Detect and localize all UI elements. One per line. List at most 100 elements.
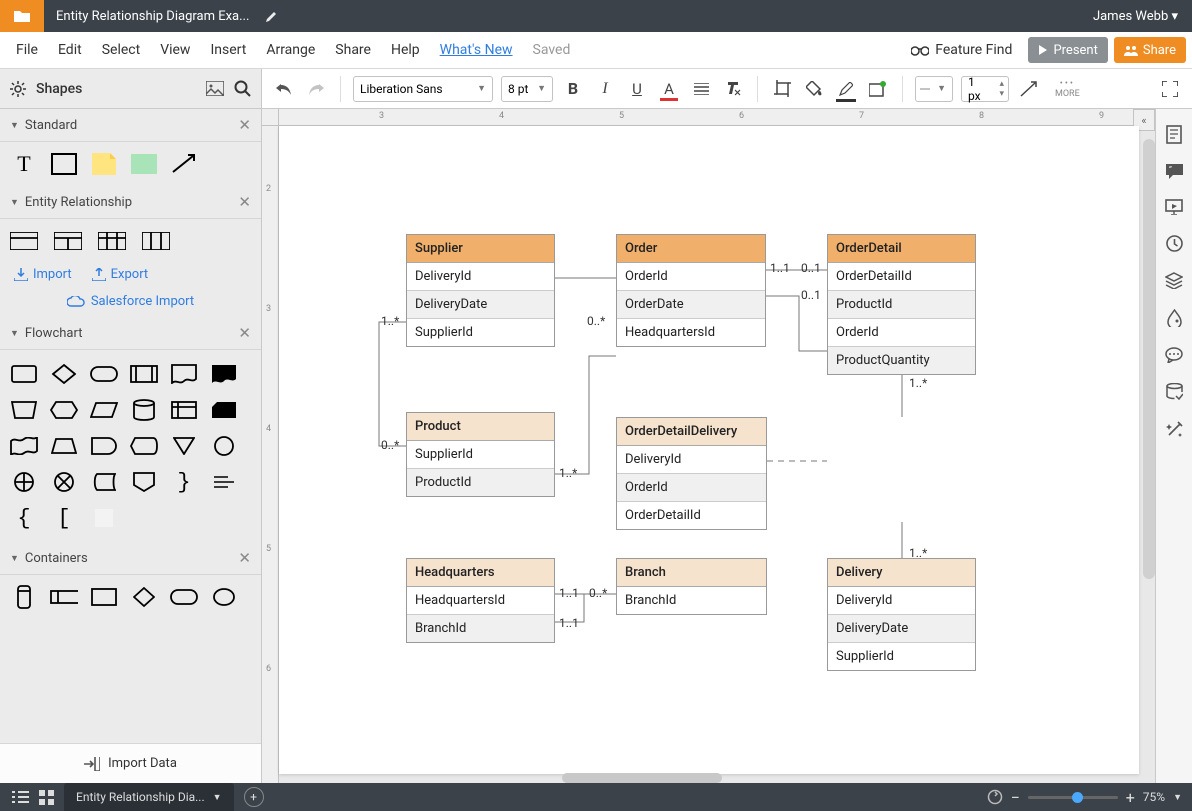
ct-2[interactable] [50,585,78,609]
fc-display[interactable] [130,434,158,458]
entity-order[interactable]: OrderOrderIdOrderDateHeadquartersId [616,234,766,347]
zoom-value[interactable]: 75% [1143,790,1165,804]
entity-branch[interactable]: BranchBranchId [616,558,767,615]
close-icon[interactable]: ✕ [238,549,251,567]
menu-select[interactable]: Select [92,42,150,58]
menu-insert[interactable]: Insert [200,42,256,58]
shape-options-button[interactable] [866,77,890,101]
dock-present-icon[interactable] [1165,199,1183,215]
list-view-icon[interactable] [12,791,29,804]
font-size-select[interactable]: 8 pt▼ [501,76,553,102]
menu-whats-new[interactable]: What's New [430,42,523,58]
line-style-select[interactable]: ▼ [915,76,953,102]
er-import[interactable]: Import [14,267,72,282]
align-button[interactable] [689,77,713,101]
fc-swatch[interactable] [90,506,118,530]
font-family-select[interactable]: Liberation Sans▼ [353,76,493,102]
fc-predef[interactable] [130,362,158,386]
entity-hq[interactable]: HeadquartersHeadquartersIdBranchId [406,558,555,643]
er-export[interactable]: Export [92,267,149,282]
search-icon[interactable] [234,80,251,97]
entity-product[interactable]: ProductSupplierIdProductId [406,412,555,497]
grid-view-icon[interactable] [39,790,54,805]
present-button[interactable]: Present [1028,37,1107,63]
document-title[interactable]: Entity Relationship Diagram Exa... [44,9,261,24]
shape-rect[interactable] [50,152,78,176]
fc-note[interactable] [210,470,238,494]
fc-merge[interactable] [170,434,198,458]
menu-edit[interactable]: Edit [48,42,92,58]
er-salesforce-import[interactable]: Salesforce Import [14,294,247,309]
page[interactable]: SupplierDeliveryIdDeliveryDateSupplierId… [279,126,1139,774]
section-er-header[interactable]: ▼Entity Relationship✕ [0,186,261,219]
zoom-in-button[interactable]: + [1126,788,1135,807]
section-containers-header[interactable]: ▼Containers✕ [0,542,261,575]
section-flowchart-header[interactable]: ▼Flowchart✕ [0,317,261,350]
fc-bracket[interactable]: [ [50,506,78,530]
shape-text[interactable]: T [10,152,38,176]
menu-help[interactable]: Help [381,42,430,58]
edit-title-icon[interactable] [265,10,278,23]
dock-layers-icon[interactable] [1165,272,1183,289]
entity-delivery[interactable]: DeliveryDeliveryIdDeliveryDateSupplierId [827,558,976,671]
ct-3[interactable] [90,585,118,609]
fc-offpage[interactable] [130,470,158,494]
shape-block[interactable] [130,152,158,176]
fc-manual[interactable] [10,398,38,422]
fc-stored[interactable] [90,470,118,494]
clear-format-button[interactable] [721,77,745,101]
fc-rect[interactable] [10,362,38,386]
zoom-slider[interactable] [1028,796,1118,799]
import-data-button[interactable]: Import Data [0,743,261,783]
bold-button[interactable]: B [561,77,585,101]
fc-database[interactable] [130,398,158,422]
close-icon[interactable]: ✕ [238,193,251,211]
line-arrow-button[interactable] [1017,77,1041,101]
share-button[interactable]: Share [1114,37,1186,63]
italic-button[interactable]: I [593,77,617,101]
ct-4[interactable] [130,585,158,609]
menu-view[interactable]: View [150,42,200,58]
close-icon[interactable]: ✕ [238,116,251,134]
zoom-out-button[interactable]: − [1011,788,1020,807]
ct-1[interactable] [10,585,38,609]
fc-tape[interactable] [10,434,38,458]
shape-er-2[interactable] [54,229,82,253]
menu-share[interactable]: Share [325,42,381,58]
fc-doc[interactable] [170,362,198,386]
fc-brace-r[interactable]: } [170,470,198,494]
horizontal-scrollbar[interactable] [562,773,722,783]
dock-chat-icon[interactable] [1165,347,1183,363]
fc-parallelogram[interactable] [90,398,118,422]
entity-orderdetail[interactable]: OrderDetailOrderDetailIdProductIdOrderId… [827,234,976,375]
gear-icon[interactable] [10,81,26,97]
fc-delay[interactable] [90,434,118,458]
dock-data-icon[interactable] [1166,383,1183,401]
page-tab[interactable]: Entity Relationship Dia...▼ [64,783,234,811]
sync-icon[interactable] [987,789,1003,805]
fill-button[interactable] [802,77,826,101]
redo-button[interactable] [304,77,328,101]
ct-6[interactable] [210,585,238,609]
section-standard-header[interactable]: ▼Standard✕ [0,109,261,142]
entity-odd[interactable]: OrderDetailDeliveryDeliveryIdOrderIdOrde… [616,417,767,530]
undo-button[interactable] [272,77,296,101]
shape-er-4[interactable] [142,229,170,253]
menu-arrange[interactable]: Arrange [256,42,325,58]
line-width-select[interactable]: 1 px▴▾ [961,76,1009,102]
dock-fill-icon[interactable] [1167,309,1182,327]
shape-arrow[interactable] [170,152,198,176]
add-page-button[interactable]: + [244,787,264,807]
image-icon[interactable] [206,81,224,96]
fc-connector[interactable] [210,434,238,458]
more-button[interactable]: •••MORE [1055,79,1080,99]
ct-5[interactable] [170,585,198,609]
dock-comment-icon[interactable]: ” [1166,164,1183,179]
fc-brace-l[interactable]: { [10,506,38,530]
folder-icon[interactable] [0,0,44,32]
shape-note[interactable] [90,152,118,176]
fc-sum[interactable] [10,470,38,494]
fc-diamond[interactable] [50,362,78,386]
vertical-scrollbar[interactable] [1143,139,1155,579]
close-icon[interactable]: ✕ [238,324,251,342]
